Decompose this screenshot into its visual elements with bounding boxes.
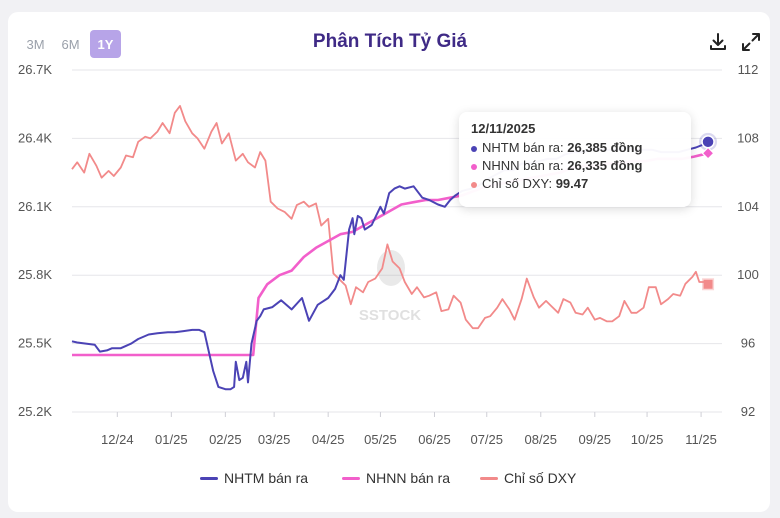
y-right-tick-label: 104 <box>737 199 759 214</box>
tooltip-label: Chỉ số DXY: <box>482 176 556 191</box>
legend-line-icon <box>480 476 498 480</box>
x-tick-label: 06/25 <box>418 432 451 447</box>
dxy-dot-icon <box>471 181 477 188</box>
y-left-tick-label: 25.2K <box>18 404 52 419</box>
chart-title: Phân Tích Tỷ Giá <box>312 31 468 52</box>
watermark-text: SSTOCK <box>359 307 421 324</box>
range-3m-button[interactable]: 3M <box>20 30 51 58</box>
range-selector: 3M 6M 1Y <box>20 30 121 58</box>
dxy-series-line <box>71 105 709 330</box>
legend-label: Chỉ số DXY <box>504 470 577 486</box>
y-right-tick-label: 100 <box>737 267 759 282</box>
tooltip-label: NHTM bán ra: <box>482 140 568 155</box>
tooltip-label: NHNN bán ra: <box>482 158 568 173</box>
tooltip-row-dxy: Chỉ số DXY: 99.47 <box>471 175 679 193</box>
tooltip-value: 99.47 <box>555 176 589 191</box>
download-button[interactable] <box>704 28 732 56</box>
expand-icon <box>742 33 760 51</box>
tooltip-row-nhnn: NHNN bán ra: 26,335 đồng <box>471 157 679 175</box>
nhtm-hover-marker <box>701 135 715 149</box>
x-tick-label: 08/25 <box>524 432 557 447</box>
tooltip-row-nhtm: NHTM bán ra: 26,385 đồng <box>471 139 679 157</box>
nhnn-hover-marker <box>701 146 715 160</box>
chart-tooltip: 12/11/2025 NHTM bán ra: 26,385 đồng NHNN… <box>459 112 691 207</box>
watermark: SSTOCK <box>359 250 421 324</box>
y-left-tick-label: 25.8K <box>18 267 52 282</box>
y-right-tick-label: 96 <box>741 336 755 351</box>
download-icon <box>710 33 726 50</box>
x-tick-label: 02/25 <box>209 432 242 447</box>
x-tick-label: 05/25 <box>364 432 397 447</box>
x-tick-label: 12/24 <box>101 432 134 447</box>
range-6m-button[interactable]: 6M <box>55 30 86 58</box>
y-left-tick-label: 26.7K <box>18 62 52 77</box>
y-left-tick-label: 26.4K <box>18 130 52 145</box>
legend-item-nhnn[interactable]: NHNN bán ra <box>342 470 450 486</box>
nhnn-dot-icon <box>471 163 477 170</box>
x-tick-label: 07/25 <box>470 432 503 447</box>
x-axis: 12/24 01/25 02/25 03/25 04/25 05/25 06/25 07/25… <box>101 412 717 447</box>
legend-line-icon <box>200 476 218 480</box>
dxy-hover-marker <box>703 279 713 289</box>
chart-card <box>8 12 770 512</box>
x-tick-label: 01/25 <box>155 432 188 447</box>
legend-item-nhtm[interactable]: NHTM bán ra <box>200 470 308 486</box>
y-right-tick-label: 92 <box>741 404 755 419</box>
tooltip-value: 26,385 đồng <box>567 140 643 155</box>
y-right-tick-label: 108 <box>737 130 759 145</box>
x-tick-label: 09/25 <box>579 432 612 447</box>
y-left-tick-label: 26.1K <box>18 199 52 214</box>
x-tick-label: 11/25 <box>685 432 717 447</box>
y-right-tick-label: 112 <box>738 62 759 77</box>
tooltip-date: 12/11/2025 <box>471 121 536 136</box>
x-tick-label: 04/25 <box>312 432 345 447</box>
tooltip-value: 26,335 đồng <box>567 158 643 173</box>
legend-label: NHTM bán ra <box>224 470 309 486</box>
x-tick-label: 10/25 <box>631 432 664 447</box>
legend-item-dxy[interactable]: Chỉ số DXY <box>480 470 576 486</box>
nhtm-dot-icon <box>471 145 477 152</box>
hover-markers <box>699 132 718 291</box>
fullscreen-button[interactable] <box>737 28 765 56</box>
range-1y-button[interactable]: 1Y <box>90 30 121 58</box>
legend-line-icon <box>342 476 360 480</box>
x-tick-label: 03/25 <box>258 432 291 447</box>
legend-label: NHNN bán ra <box>366 470 451 486</box>
y-left-tick-label: 25.5K <box>18 336 52 351</box>
left-axis: 25.2K 25.5K 25.8K 26.1K 26.4K 26.7K <box>18 62 52 419</box>
right-axis: 92 96 100 104 108 112 <box>737 62 759 419</box>
